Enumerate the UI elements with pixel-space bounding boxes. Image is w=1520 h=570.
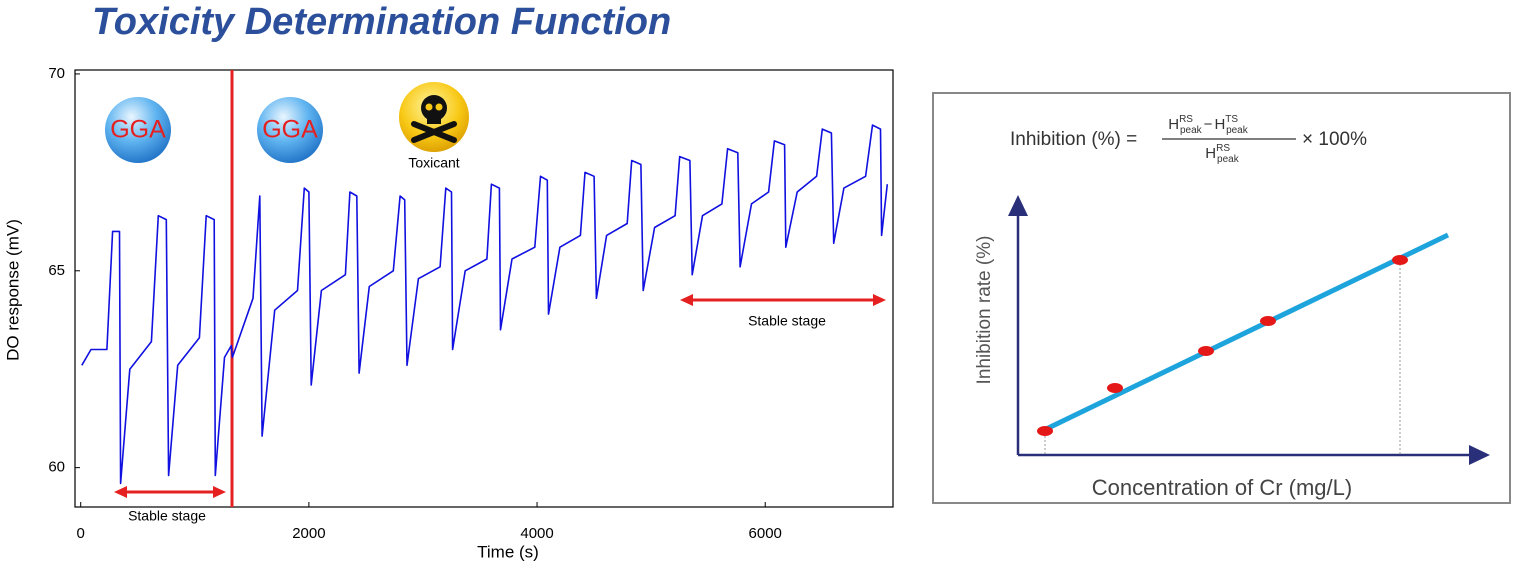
x-tick-label: 0 (77, 525, 85, 542)
sample-point (1198, 346, 1214, 356)
symbol: H (1205, 145, 1216, 162)
arrow-head (1469, 445, 1490, 465)
superscript: RS (1179, 114, 1193, 125)
subscript: peak (1217, 154, 1240, 165)
gga-icon: GGA (105, 97, 171, 163)
panel-frame (932, 92, 1511, 504)
x-tick-label: 6000 (749, 525, 782, 542)
x-tick-label: 2000 (292, 525, 325, 542)
superscript: RS (1216, 143, 1230, 154)
y-tick-label: 60 (48, 459, 65, 476)
annotation: GGA (110, 116, 166, 144)
skull-jaw (427, 114, 441, 124)
formula-rhs: × 100% (1302, 129, 1367, 150)
y-tick-label: 65 (48, 262, 65, 279)
minus: − (1204, 116, 1213, 133)
inhibition-schematic: Inhibition (%) = HRS peak − HTS peak HRS peak… (932, 92, 1511, 504)
stable-arrow (114, 294, 886, 498)
annotation: GGA (262, 116, 318, 144)
annotation: Stable stage (128, 508, 206, 524)
sample-points (1037, 255, 1408, 436)
symbol: H (1168, 116, 1179, 133)
annotation: Toxicant (408, 155, 459, 171)
sphere (257, 97, 323, 163)
superscript: TS (1225, 114, 1238, 125)
do-response-line (81, 124, 889, 485)
skull-eye (425, 103, 433, 111)
crossbones (411, 121, 457, 143)
x-tick-label: 4000 (520, 525, 553, 542)
formula-lhs: Inhibition (%) = (1010, 129, 1137, 150)
x-axis-label: Concentration of Cr (mg/L) (1092, 475, 1352, 500)
symbol: H (1214, 116, 1225, 133)
sphere (105, 97, 171, 163)
toxicant-icon: Toxicant (399, 82, 469, 171)
y-axis-label: DO response (mV) (3, 219, 22, 361)
subscript: peak (1226, 125, 1249, 136)
sample-point (1107, 383, 1123, 393)
slide-title: Toxicity Determination Function (92, 1, 671, 43)
line-chart: Time (s) DO response (mV) GGA GGA Toxica… (3, 65, 894, 561)
arrow-heads (114, 486, 226, 498)
y-tick-label: 70 (48, 65, 65, 82)
gga-icon: GGA (257, 97, 323, 163)
formula-numerator: HRS peak − HTS peak (1168, 114, 1249, 136)
arrow-head (1008, 195, 1028, 216)
y-axis-label: Inhibition rate (%) (974, 236, 995, 385)
fit-line (1038, 232, 1450, 435)
x-axis-label: Time (s) (477, 542, 539, 561)
annotation: Stable stage (748, 313, 826, 329)
sample-point (1037, 426, 1053, 436)
formula-denominator: HRS peak (1205, 143, 1239, 165)
plot-frame (74, 69, 894, 508)
sample-point (1260, 316, 1276, 326)
sample-point (1392, 255, 1408, 265)
skull-eye (435, 103, 443, 111)
subscript: peak (1180, 125, 1203, 136)
axes (1008, 195, 1490, 465)
